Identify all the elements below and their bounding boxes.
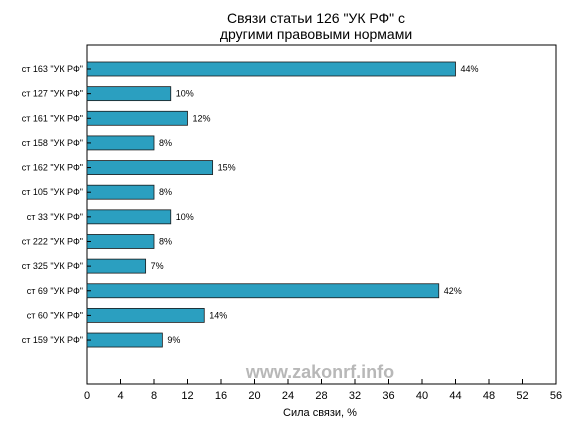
- data-label-2: 12%: [193, 113, 211, 123]
- x-tick-label-7: 28: [315, 390, 327, 402]
- x-tick-label-3: 12: [181, 390, 193, 402]
- data-label-6: 10%: [176, 212, 194, 222]
- category-label-4: ст 162 "УК РФ": [22, 163, 83, 173]
- data-label-3: 8%: [159, 138, 172, 148]
- bar-9: [86, 283, 440, 299]
- data-label-10: 14%: [209, 310, 227, 320]
- category-label-6: ст 33 "УК РФ": [27, 212, 83, 222]
- data-label-0: 44%: [461, 64, 479, 74]
- x-tick-label-4: 16: [215, 390, 227, 402]
- bar-10: [86, 307, 205, 323]
- data-label-4: 15%: [218, 163, 236, 173]
- x-tick-label-12: 48: [483, 390, 495, 402]
- x-tick-label-10: 40: [416, 390, 428, 402]
- x-tick-label-6: 24: [282, 390, 294, 402]
- bar-4: [86, 160, 214, 175]
- category-label-5: ст 105 "УК РФ": [22, 187, 83, 197]
- watermark-text: www.zakonrf.info: [245, 362, 394, 382]
- category-label-11: ст 159 "УК РФ": [22, 335, 83, 345]
- x-tick-label-11: 44: [449, 390, 461, 402]
- data-label-7: 8%: [159, 236, 172, 246]
- x-tick-label-9: 36: [382, 390, 394, 402]
- x-tick-label-0: 0: [84, 390, 90, 402]
- data-label-5: 8%: [159, 187, 172, 197]
- data-label-9: 42%: [444, 286, 462, 296]
- data-label-11: 9%: [167, 335, 180, 345]
- bar-1: [86, 86, 172, 102]
- bar-3: [86, 135, 155, 151]
- bar-11: [86, 332, 163, 348]
- bar-8: [86, 258, 147, 274]
- x-axis: 0 4 8 12 16 20 24 28 32 36 40 44 48 52 56: [84, 379, 562, 402]
- category-label-3: ст 158 "УК РФ": [22, 138, 83, 148]
- category-label-7: ст 222 "УК РФ": [22, 236, 83, 246]
- bar-5: [86, 184, 155, 200]
- bars-layer: ст 163 "УК РФ" 44% ст 127 "УК РФ" 10% ст 161…: [22, 61, 479, 348]
- x-axis-label: Сила связи, %: [283, 407, 357, 419]
- bar-0: [86, 61, 456, 77]
- bar-7: [86, 234, 155, 249]
- data-label-1: 10%: [176, 89, 194, 99]
- x-tick-label-2: 8: [151, 390, 157, 402]
- data-label-8: 7%: [151, 261, 164, 271]
- category-label-0: ст 163 "УК РФ": [22, 64, 83, 74]
- x-tick-label-13: 52: [516, 390, 528, 402]
- category-label-1: ст 127 "УК РФ": [22, 89, 83, 99]
- category-label-9: ст 69 "УК РФ": [27, 286, 83, 296]
- category-label-8: ст 325 "УК РФ": [22, 261, 83, 271]
- category-label-2: ст 161 "УК РФ": [22, 113, 83, 123]
- x-tick-label-1: 4: [117, 390, 123, 402]
- x-tick-label-8: 32: [349, 390, 361, 402]
- bar-2: [86, 110, 188, 126]
- chart-title-line-1: Связи статьи 126 "УК РФ" с: [227, 10, 405, 26]
- bar-6: [86, 209, 172, 225]
- x-tick-label-14: 56: [550, 390, 562, 402]
- chart-title-line-2: другими правовыми нормами: [220, 26, 412, 42]
- category-label-10: ст 60 "УК РФ": [27, 310, 83, 320]
- x-tick-label-5: 20: [248, 390, 260, 402]
